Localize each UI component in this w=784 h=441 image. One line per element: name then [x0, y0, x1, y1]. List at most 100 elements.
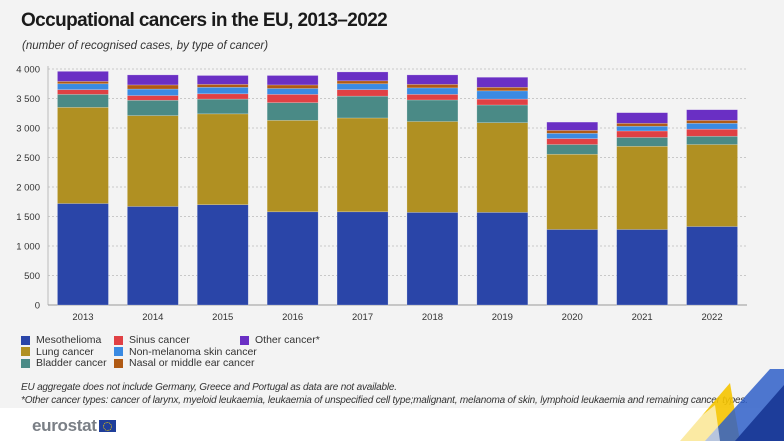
bar-segment-mesothelioma-2019 [476, 212, 529, 306]
bar-segment-mesothelioma-2013 [57, 203, 109, 306]
bar-segment-other-cancer-2013 [57, 71, 109, 82]
bar-segment-bladder-cancer-2020 [546, 144, 599, 155]
bar-segment-non-melanoma-skin-cancer-2022 [686, 122, 738, 130]
bar-segment-bladder-cancer-2021 [616, 137, 668, 147]
bar-segment-sinus-cancer-2020 [546, 138, 599, 145]
bar-segment-sinus-cancer-2013 [57, 89, 109, 95]
bar-segment-mesothelioma-2015 [196, 204, 249, 306]
bar-segment-mesothelioma-2017 [336, 211, 389, 306]
bar-segment-sinus-cancer-2017 [336, 89, 389, 97]
bar-segment-mesothelioma-2014 [127, 206, 179, 306]
bar-segment-nasal-or-middle-ear-cancer-2017 [336, 80, 389, 85]
bar-segment-other-cancer-2021 [616, 112, 668, 124]
bar-segment-nasal-or-middle-ear-cancer-2014 [127, 84, 179, 90]
y-tick-label: 2 000 [16, 183, 40, 194]
x-tick-label: 2017 [352, 312, 373, 323]
bar-segment-non-melanoma-skin-cancer-2021 [616, 125, 668, 132]
legend-swatch [114, 335, 123, 345]
y-tick-label: 0 [35, 301, 40, 312]
bar-segment-bladder-cancer-2017 [336, 95, 389, 119]
bar-segment-sinus-cancer-2016 [266, 94, 319, 103]
bar-segment-other-cancer-2022 [686, 109, 738, 121]
legend-swatch [21, 335, 30, 345]
legend-item: Mesothelioma [21, 334, 101, 346]
bar-segment-lung-cancer-2021 [616, 145, 668, 230]
bar-segment-non-melanoma-skin-cancer-2013 [57, 83, 109, 90]
x-tick-label: 2016 [282, 312, 303, 323]
bar-segment-nasal-or-middle-ear-cancer-2016 [266, 84, 319, 89]
x-tick-label: 2015 [212, 312, 233, 323]
bar-segment-other-cancer-2020 [546, 121, 599, 131]
bar-segment-nasal-or-middle-ear-cancer-2015 [196, 84, 249, 88]
bar-segment-other-cancer-2019 [476, 76, 529, 88]
bar-segment-mesothelioma-2018 [406, 212, 459, 306]
legend-swatch [114, 347, 123, 356]
bar-segment-other-cancer-2018 [406, 74, 459, 85]
bar-segment-non-melanoma-skin-cancer-2014 [127, 88, 179, 96]
legend-item: Sinus cancer [114, 334, 190, 346]
logo-text: eurostat [32, 416, 97, 435]
x-tick-label: 2014 [142, 312, 163, 323]
legend-label: Bladder cancer [36, 357, 107, 369]
legend-item: Bladder cancer [21, 357, 107, 369]
y-tick-label: 2 500 [16, 153, 40, 164]
y-tick-label: 3 500 [16, 94, 40, 105]
chart-title: Occupational cancers in the EU, 2013–202… [21, 10, 388, 31]
bar-segment-lung-cancer-2015 [196, 113, 249, 205]
bar-segment-lung-cancer-2014 [127, 115, 179, 207]
footnote-other-cancer: *Other cancer types: cancer of larynx, m… [21, 395, 748, 406]
x-tick-label: 2022 [701, 312, 722, 323]
chart-subtitle: (number of recognised cases, by type of … [22, 40, 269, 52]
y-tick-label: 3 000 [16, 124, 40, 135]
y-tick-label: 1 000 [16, 242, 40, 253]
bar-segment-other-cancer-2015 [196, 75, 249, 85]
bar-segment-bladder-cancer-2019 [476, 104, 529, 123]
legend-item: Lung cancer [21, 346, 94, 358]
bar-segment-nasal-or-middle-ear-cancer-2020 [546, 130, 599, 134]
bar-segment-sinus-cancer-2022 [686, 128, 738, 137]
bar-segment-non-melanoma-skin-cancer-2018 [406, 87, 459, 95]
bar-segment-mesothelioma-2020 [546, 229, 599, 306]
legend-swatch [240, 335, 249, 345]
bar-segment-bladder-cancer-2013 [57, 94, 109, 108]
bar-segment-non-melanoma-skin-cancer-2019 [476, 90, 529, 100]
legend-label: Lung cancer [36, 345, 94, 358]
legend-swatch [21, 347, 30, 356]
bar-segment-mesothelioma-2016 [266, 211, 319, 306]
bar-segment-lung-cancer-2020 [546, 153, 599, 230]
bar-segment-non-melanoma-skin-cancer-2015 [196, 86, 249, 95]
x-tick-label: 2021 [632, 312, 653, 323]
bar-segment-sinus-cancer-2021 [616, 130, 668, 138]
bar-segment-bladder-cancer-2015 [196, 98, 249, 115]
legend-item: Non-melanoma skin cancer [114, 346, 257, 358]
legend-label: Nasal or middle ear cancer [129, 357, 255, 369]
bar-segment-nasal-or-middle-ear-cancer-2019 [476, 86, 529, 92]
bar-segment-non-melanoma-skin-cancer-2017 [336, 83, 389, 90]
bar-segment-lung-cancer-2018 [406, 121, 459, 213]
bar-segment-lung-cancer-2016 [266, 120, 319, 213]
eu-flag-icon [98, 420, 116, 432]
legend-label: Mesothelioma [36, 334, 102, 346]
bar-segment-lung-cancer-2019 [476, 122, 529, 213]
decorative-triangles [670, 369, 784, 441]
bar-segment-nasal-or-middle-ear-cancer-2022 [686, 120, 738, 124]
bar-segment-non-melanoma-skin-cancer-2020 [546, 133, 599, 139]
bar-segment-non-melanoma-skin-cancer-2016 [266, 88, 319, 95]
bar-segment-other-cancer-2014 [127, 74, 179, 86]
y-tick-label: 500 [24, 271, 40, 282]
bar-segment-sinus-cancer-2015 [196, 93, 249, 100]
bar-segment-nasal-or-middle-ear-cancer-2018 [406, 84, 459, 89]
bar-segment-mesothelioma-2021 [616, 229, 668, 306]
legend-swatch [21, 358, 30, 368]
x-tick-label: 2020 [562, 312, 583, 323]
legend-label: Other cancer* [255, 334, 320, 346]
x-tick-label: 2018 [422, 312, 443, 323]
bar-segment-lung-cancer-2013 [57, 107, 109, 204]
x-tick-label: 2019 [492, 312, 513, 323]
stacked-bar-chart: 0 500 1 000 1 500 2 000 2 500 3 000 3 500 4 000 2… [16, 65, 747, 323]
bar-segment-sinus-cancer-2014 [127, 95, 179, 101]
y-tick-label: 1 500 [16, 212, 40, 223]
bar-segment-bladder-cancer-2022 [686, 135, 738, 145]
bar-segment-other-cancer-2016 [266, 75, 319, 86]
bar-segment-nasal-or-middle-ear-cancer-2021 [616, 122, 668, 127]
